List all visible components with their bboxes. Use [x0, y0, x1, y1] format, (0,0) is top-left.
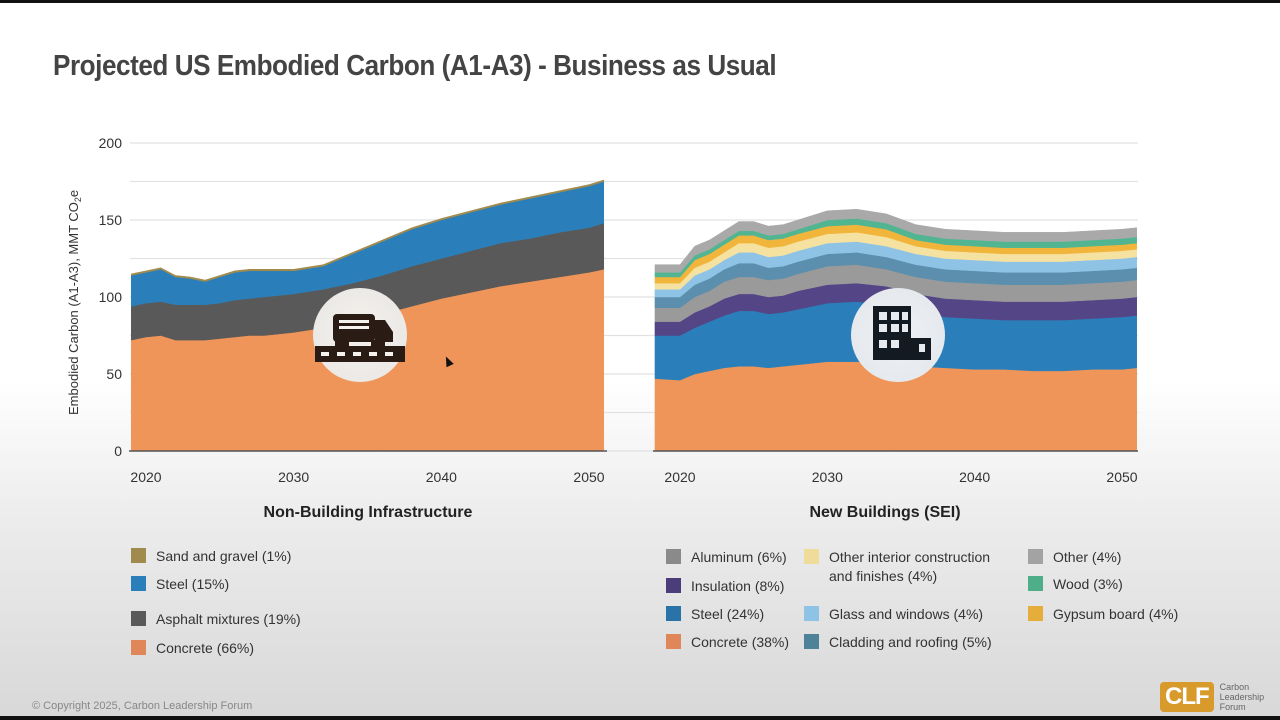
axes: 0 50 100 150 200 2020 2030 2040 2050 2020 2030 2040…	[99, 135, 1138, 485]
buildings-icon-badge	[851, 288, 945, 382]
legend-item: Concrete (38%)	[666, 633, 789, 652]
legend-label: Asphalt mixtures (19%)	[156, 611, 301, 627]
legend-label: Steel (24%)	[691, 606, 765, 622]
truck-on-road-icon	[315, 314, 405, 362]
y-axis-label: Embodied Carbon (A1-A3), MMT CO2e	[66, 190, 83, 415]
chart-title-non-building: Non-Building Infrastructure	[264, 504, 473, 521]
logo-line2: Leadership	[1219, 692, 1265, 702]
chart-title-new-buildings: New Buildings (SEI)	[809, 504, 960, 521]
legend-item: Glass and windows (4%)	[804, 605, 983, 624]
x-tick-label: 2040	[959, 469, 990, 485]
legend-label: Glass and windows (4%)	[829, 606, 984, 622]
legend-swatch	[131, 611, 146, 626]
legend-item: Insulation (8%)	[666, 577, 784, 596]
legend-label: Other (4%)	[1053, 549, 1122, 565]
legend-item: Other interior construction and finishes …	[804, 548, 990, 586]
infrastructure-icon-badge	[313, 288, 407, 382]
legend-swatch	[131, 640, 146, 655]
logo-line3: Forum	[1219, 702, 1246, 712]
legend-label: Sand and gravel (1%)	[156, 548, 292, 564]
building-icon	[873, 306, 931, 360]
legend-item: Cladding and roofing (5%)	[804, 633, 992, 652]
y-tick-label: 200	[99, 135, 123, 151]
x-tick-label: 2020	[130, 469, 161, 485]
legend-item: Gypsum board (4%)	[1028, 605, 1178, 624]
slide-title: Projected US Embodied Carbon (A1-A3) - B…	[53, 50, 777, 82]
legend-item: Wood (3%)	[1028, 575, 1123, 594]
x-tick-label: 2040	[426, 469, 457, 485]
legend-item: Aluminum (6%)	[666, 548, 787, 567]
legend-swatch	[1028, 576, 1043, 591]
top-border	[0, 0, 1280, 3]
legend-label: Steel (15%)	[156, 576, 230, 592]
copyright-text: © Copyright 2025, Carbon Leadership Foru…	[32, 700, 253, 712]
legend-label: Insulation (8%)	[691, 578, 785, 594]
area-sand-and-gravel	[130, 179, 605, 282]
x-tick-label: 2030	[812, 469, 843, 485]
legend-label: Concrete (38%)	[691, 634, 790, 650]
legend-swatch	[666, 606, 681, 621]
legend-swatch	[666, 549, 681, 564]
legend-swatch	[666, 634, 681, 649]
legend-item: Concrete (66%)	[131, 639, 254, 658]
legend-swatch	[804, 606, 819, 621]
y-tick-label: 0	[114, 443, 122, 459]
legend-swatch	[131, 576, 146, 591]
x-tick-label: 2020	[664, 469, 695, 485]
logo-mark: CLF	[1160, 682, 1214, 712]
legend-item: Steel (24%)	[666, 605, 764, 624]
legend-swatch	[804, 549, 819, 564]
logo-line1: Carbon	[1219, 682, 1250, 692]
legend-label: Gypsum board (4%)	[1053, 606, 1179, 622]
legend-swatch	[666, 578, 681, 593]
y-tick-label: 50	[106, 366, 122, 382]
logo-text: Carbon Leadership Forum	[1220, 682, 1265, 712]
y-tick-label: 100	[99, 289, 123, 305]
legend-swatch	[131, 548, 146, 563]
y-tick-label: 150	[99, 212, 123, 228]
legend-label: Wood (3%)	[1053, 576, 1123, 592]
legend-label: Concrete (66%)	[156, 640, 255, 656]
legend-swatch	[1028, 606, 1043, 621]
legend-item: Other (4%)	[1028, 548, 1121, 567]
x-tick-label: 2030	[278, 469, 309, 485]
area-layers	[130, 179, 1137, 452]
legend-label-line2: and finishes (4%)	[829, 568, 938, 584]
legend-swatch	[804, 634, 819, 649]
clf-logo: CLF Carbon Leadership Forum	[1160, 682, 1264, 712]
legend-item: Steel (15%)	[131, 575, 229, 594]
x-tick-label: 2050	[1106, 469, 1137, 485]
legend-label: Cladding and roofing (5%)	[829, 634, 992, 650]
legend-label-line1: Other interior construction	[829, 549, 991, 565]
bottom-border	[0, 716, 1280, 720]
legend-item: Asphalt mixtures (19%)	[131, 610, 301, 629]
area-other	[654, 208, 1137, 273]
x-tick-label: 2050	[573, 469, 604, 485]
legend-label: Other interior construction and finishes …	[829, 548, 990, 586]
legend-swatch	[1028, 549, 1043, 564]
legend-label: Aluminum (6%)	[691, 549, 787, 565]
legend-item: Sand and gravel (1%)	[131, 547, 291, 566]
